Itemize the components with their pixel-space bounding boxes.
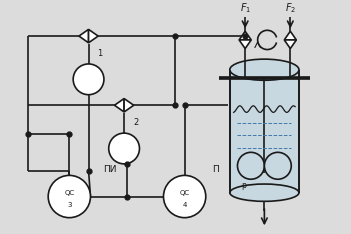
Text: р: р: [241, 180, 246, 190]
Text: QC: QC: [64, 190, 74, 196]
Circle shape: [164, 176, 206, 218]
Text: $F_1$: $F_1$: [239, 1, 251, 15]
Polygon shape: [284, 31, 296, 40]
Text: 2: 2: [133, 118, 138, 127]
Text: 4: 4: [183, 202, 187, 208]
Text: $F_2$: $F_2$: [285, 1, 296, 15]
Text: П: П: [212, 165, 219, 174]
Circle shape: [109, 133, 139, 164]
Text: 1: 1: [98, 49, 103, 58]
Circle shape: [264, 152, 291, 179]
Text: QC: QC: [180, 190, 190, 196]
Circle shape: [73, 64, 104, 95]
Polygon shape: [79, 29, 88, 43]
Circle shape: [48, 176, 91, 218]
Polygon shape: [124, 99, 134, 112]
Polygon shape: [239, 40, 251, 49]
Polygon shape: [239, 31, 251, 40]
Polygon shape: [88, 29, 98, 43]
Circle shape: [238, 152, 264, 179]
Ellipse shape: [230, 59, 299, 80]
Polygon shape: [114, 99, 124, 112]
Polygon shape: [284, 40, 296, 49]
Bar: [230, 70, 299, 193]
Ellipse shape: [230, 184, 299, 201]
Text: ПИ: ПИ: [103, 165, 117, 174]
Text: 3: 3: [67, 202, 72, 208]
